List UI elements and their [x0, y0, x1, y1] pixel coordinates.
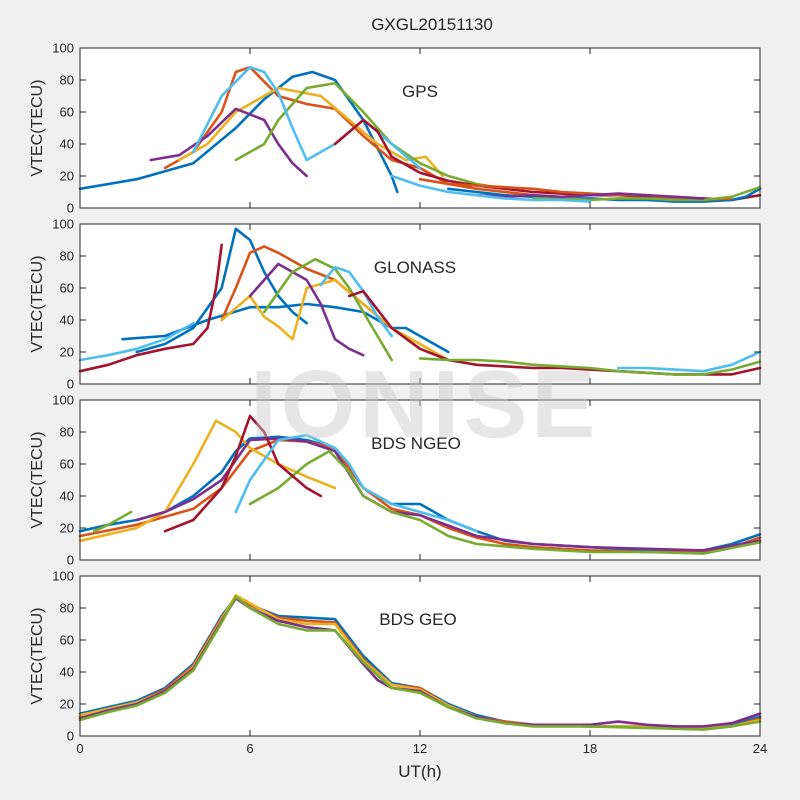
- plot-area: [80, 224, 760, 384]
- series-line: [78, 419, 337, 543]
- series-line: [78, 435, 762, 552]
- x-tick-label: 6: [246, 741, 253, 756]
- panel-label: GPS: [402, 82, 438, 101]
- y-tick-label: 100: [52, 217, 74, 232]
- series-line: [248, 262, 365, 357]
- series-line: [532, 185, 762, 202]
- series-line: [78, 595, 762, 731]
- series-line: [418, 177, 733, 202]
- x-tick-label: 18: [583, 741, 597, 756]
- series-line: [447, 187, 762, 203]
- y-tick-label: 40: [60, 665, 74, 680]
- series-line: [78, 243, 223, 373]
- y-tick-label: 20: [60, 697, 74, 712]
- series-line: [149, 107, 308, 178]
- series-line: [135, 227, 308, 354]
- y-tick-label: 0: [67, 729, 74, 744]
- y-tick-label: 100: [52, 41, 74, 56]
- y-tick-label: 0: [67, 377, 74, 392]
- panel-1: 0 20 40 60 80 100 VTEC(TECU) GPS: [29, 41, 762, 216]
- series-line: [234, 433, 478, 533]
- series-line: [78, 321, 195, 362]
- y-axis-label: VTEC(TECU): [29, 80, 46, 177]
- y-tick-label: 60: [60, 105, 74, 120]
- y-axis-label: VTEC(TECU): [29, 432, 46, 529]
- x-tick-label: 12: [413, 741, 427, 756]
- series-line: [390, 174, 592, 203]
- series-line: [177, 86, 444, 178]
- plot-area: [80, 576, 760, 736]
- y-tick-label: 0: [67, 553, 74, 568]
- plot-area: [80, 400, 760, 560]
- panel-label: GLONASS: [374, 258, 456, 277]
- y-tick-label: 60: [60, 633, 74, 648]
- y-tick-label: 60: [60, 281, 74, 296]
- y-tick-label: 40: [60, 313, 74, 328]
- y-tick-label: 60: [60, 457, 74, 472]
- y-tick-label: 40: [60, 489, 74, 504]
- figure-title: GXGL20151130: [371, 15, 493, 34]
- panel-label: BDS GEO: [379, 610, 456, 629]
- panel-label: BDS NGEO: [371, 434, 461, 453]
- y-axis-label: VTEC(TECU): [29, 608, 46, 705]
- series-line: [92, 510, 133, 533]
- y-tick-label: 100: [52, 393, 74, 408]
- series-line: [248, 449, 762, 555]
- plot-area: [80, 48, 760, 208]
- series-line: [319, 265, 393, 338]
- series-line: [163, 414, 323, 533]
- x-axis-label: UT(h): [398, 762, 441, 781]
- y-tick-label: 80: [60, 601, 74, 616]
- panel-3: 0 20 40 60 80 100 VTEC(TECU) BDS NGEO: [29, 393, 762, 568]
- x-tick-label: 0: [76, 741, 83, 756]
- y-tick-label: 80: [60, 249, 74, 264]
- y-tick-label: 0: [67, 201, 74, 216]
- series-line: [617, 350, 762, 373]
- series-line: [418, 357, 762, 376]
- y-tick-label: 100: [52, 569, 74, 584]
- y-tick-label: 80: [60, 425, 74, 440]
- panel-2: 0 20 40 60 80 100 VTEC(TECU) GLONASS: [29, 217, 762, 392]
- y-tick-label: 40: [60, 137, 74, 152]
- series-line: [262, 257, 393, 362]
- y-tick-label: 20: [60, 345, 74, 360]
- panel-4: 0 20 40 60 80 100 0 6 12 18 24 VTEC(TECU) BDS GEO: [29, 569, 767, 757]
- y-axis-label: VTEC(TECU): [29, 256, 46, 353]
- y-tick-label: 80: [60, 73, 74, 88]
- y-tick-label: 20: [60, 521, 74, 536]
- series-line: [475, 192, 705, 200]
- y-tick-label: 20: [60, 169, 74, 184]
- series-line: [234, 81, 507, 191]
- x-tick-label: 24: [753, 741, 767, 756]
